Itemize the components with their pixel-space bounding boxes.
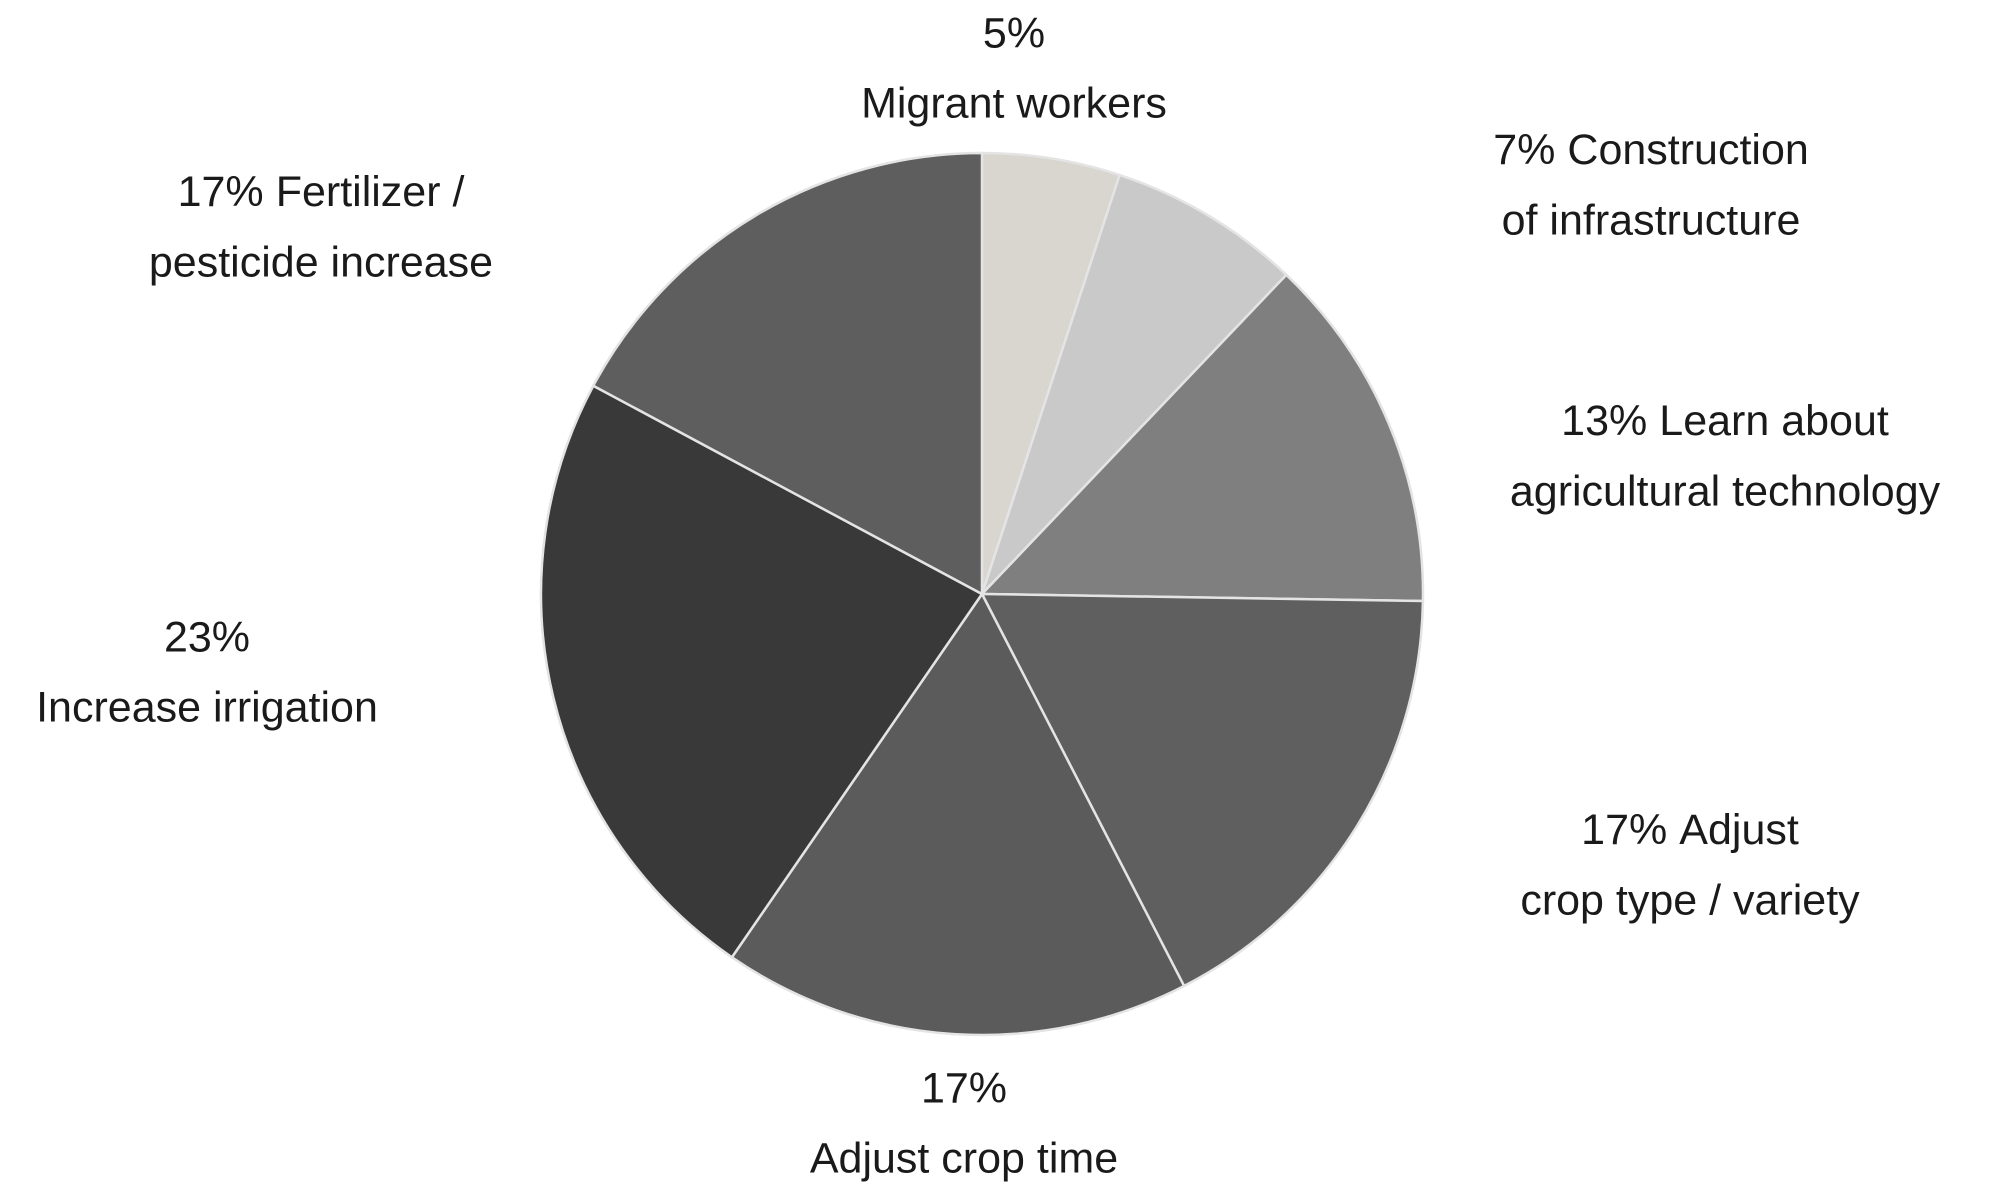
category-label: Learn about: [1659, 397, 1889, 445]
category-label: Construction: [1567, 126, 1808, 174]
slice-label: 17% Fertilizer /: [178, 168, 465, 216]
category-label: pesticide increase: [149, 238, 493, 286]
pie-slice: [592, 151, 984, 596]
pie-slice: [980, 173, 1288, 596]
category-label: crop type / variety: [1520, 876, 1860, 924]
slice-label: 17% Adjust: [1581, 806, 1799, 854]
category-label: of infrastructure: [1502, 196, 1801, 244]
pie-slice: [539, 384, 984, 959]
pie-slice: [980, 592, 1425, 988]
slice-label: 7% Construction: [1493, 126, 1809, 174]
value-label: 13%: [1561, 397, 1647, 445]
value-label: 5%: [983, 9, 1045, 57]
pie-slice: [980, 273, 1425, 603]
category-label: agricultural technology: [1510, 467, 1941, 515]
value-label: 17%: [921, 1064, 1007, 1112]
value-label: 17%: [1581, 806, 1667, 854]
value-label: 17%: [178, 168, 264, 216]
category-label: Increase irrigation: [36, 683, 378, 731]
category-label: Adjust crop time: [810, 1134, 1118, 1182]
category-label: Fertilizer /: [276, 168, 465, 216]
category-label: Adjust: [1679, 806, 1799, 854]
pie-slice: [730, 592, 1186, 1037]
category-label: Migrant workers: [861, 79, 1167, 127]
value-label: 23%: [164, 613, 250, 661]
value-label: 7%: [1493, 126, 1555, 174]
slice-label: 13% Learn about: [1561, 397, 1889, 445]
